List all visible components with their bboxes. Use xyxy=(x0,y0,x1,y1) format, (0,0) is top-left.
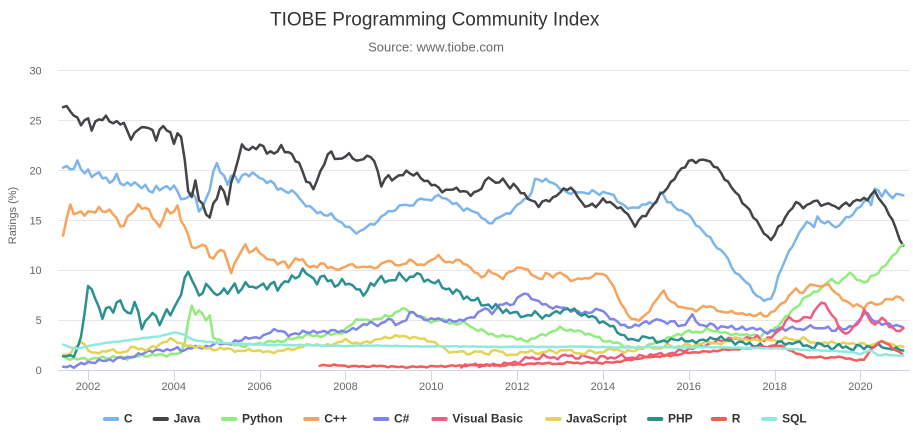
svg-text:20: 20 xyxy=(29,165,41,177)
svg-text:5: 5 xyxy=(36,315,42,327)
svg-text:10: 10 xyxy=(29,265,41,277)
svg-text:Python: Python xyxy=(242,412,283,426)
svg-text:2020: 2020 xyxy=(848,381,872,393)
svg-text:15: 15 xyxy=(29,215,41,227)
svg-text:SQL: SQL xyxy=(782,412,807,426)
svg-text:30: 30 xyxy=(29,66,41,78)
svg-text:Ratings (%): Ratings (%) xyxy=(7,187,19,244)
svg-text:2012: 2012 xyxy=(505,381,529,393)
svg-text:0: 0 xyxy=(36,365,42,377)
svg-text:Java: Java xyxy=(174,412,201,426)
svg-text:PHP: PHP xyxy=(668,412,693,426)
svg-text:2008: 2008 xyxy=(333,381,357,393)
svg-text:2006: 2006 xyxy=(247,381,271,393)
svg-text:Source: www.tiobe.com: Source: www.tiobe.com xyxy=(368,40,504,55)
svg-text:25: 25 xyxy=(29,116,41,128)
svg-text:JavaScript: JavaScript xyxy=(566,412,627,426)
svg-text:2018: 2018 xyxy=(762,381,786,393)
svg-text:R: R xyxy=(732,412,741,426)
svg-text:C++: C++ xyxy=(324,412,347,426)
svg-text:2016: 2016 xyxy=(676,381,700,393)
svg-text:2002: 2002 xyxy=(76,381,100,393)
svg-text:2010: 2010 xyxy=(419,381,443,393)
svg-text:C#: C# xyxy=(394,412,410,426)
svg-text:2014: 2014 xyxy=(591,381,615,393)
svg-text:C: C xyxy=(124,412,133,426)
svg-text:TIOBE Programming Community In: TIOBE Programming Community Index xyxy=(270,10,600,31)
svg-text:Visual Basic: Visual Basic xyxy=(452,412,523,426)
svg-text:2004: 2004 xyxy=(162,381,186,393)
